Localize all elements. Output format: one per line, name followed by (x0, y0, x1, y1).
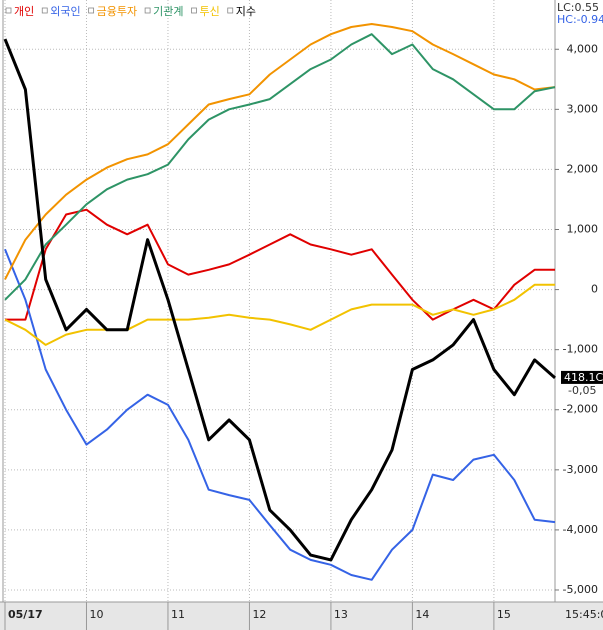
corner-label: LC:0.55 (557, 1, 599, 14)
x-tick-label: 13 (334, 608, 348, 621)
y-tick-label: 1,000 (567, 223, 599, 236)
corner-label: HC:-0.94 (557, 13, 603, 26)
legend-swatch (144, 7, 151, 14)
y-tick-label: -1,000 (563, 343, 598, 356)
time-label: 15:45:0 (565, 608, 603, 621)
series-line (3, 38, 556, 562)
legend-swatch (227, 7, 234, 14)
y-tick-label: 3,000 (567, 102, 599, 115)
legend-label: 투신 (199, 5, 219, 18)
legend-swatch (5, 7, 12, 14)
legend-label: 기관계 (153, 5, 183, 18)
y-tick-label: -2,000 (563, 403, 598, 416)
x-tick-label: 15 (497, 608, 511, 621)
legend-label: 지수 (236, 5, 256, 18)
series-line (4, 248, 556, 581)
x-tick-label: 05/17 (8, 608, 43, 621)
legend-label: 외국인 (50, 5, 80, 18)
series-line (4, 283, 555, 346)
series-line (4, 33, 556, 301)
x-axis-strip (0, 602, 603, 630)
series-line (4, 23, 556, 280)
y-tick-label: 0 (591, 283, 598, 296)
legend-swatch (88, 7, 95, 14)
legend-label: 개인 (14, 5, 34, 18)
x-tick-label: 14 (415, 608, 429, 621)
last-change-label: -0,05 (568, 384, 596, 397)
y-tick-label: -5,000 (563, 583, 598, 596)
legend-label: 금융투자 (97, 5, 137, 18)
y-tick-label: -4,000 (563, 523, 598, 536)
y-tick-label: -3,000 (563, 463, 598, 476)
x-tick-label: 11 (171, 608, 185, 621)
legend-swatch (191, 7, 197, 14)
y-tick-label: 2,000 (567, 162, 599, 175)
x-tick-label: 10 (89, 608, 103, 621)
last-value-label: 418.1C (564, 371, 603, 384)
series-line (5, 208, 555, 321)
x-tick-label: 12 (252, 608, 266, 621)
last-value-box (561, 370, 603, 384)
legend-swatch (41, 7, 48, 14)
y-tick-label: 4,000 (567, 42, 599, 55)
